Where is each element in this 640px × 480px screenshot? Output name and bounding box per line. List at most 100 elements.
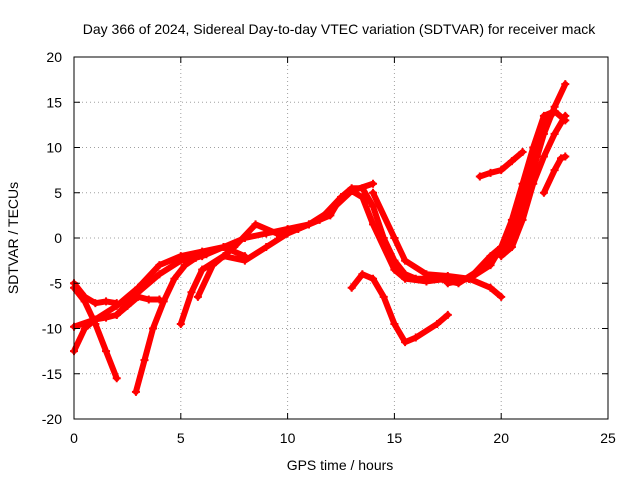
y-tick-label: -15 (42, 366, 62, 382)
data-point (497, 292, 506, 301)
y-tick-label: 15 (46, 94, 62, 110)
data-point (550, 107, 559, 116)
data-point (433, 319, 442, 328)
data-point (550, 166, 559, 175)
data-point (390, 265, 399, 274)
x-tick-label: 10 (280, 430, 296, 446)
data-point (131, 387, 140, 396)
data-point (219, 243, 228, 252)
x-tick-label: 5 (177, 430, 185, 446)
x-tick-labels: 0 5 10 15 20 25 (70, 430, 616, 446)
data-point (518, 179, 527, 188)
data-point (443, 272, 452, 281)
data-point (507, 215, 516, 224)
data-layer (70, 80, 570, 396)
data-point (411, 333, 420, 342)
data-point (176, 256, 185, 265)
data-point (358, 184, 367, 193)
series-arc-13 (475, 148, 527, 181)
data-point (390, 319, 399, 328)
data-point (170, 274, 179, 283)
data-point (187, 288, 196, 297)
data-point (369, 274, 378, 283)
data-point (497, 243, 506, 252)
data-point (518, 148, 527, 157)
data-point (337, 193, 345, 202)
chart-title: Day 366 of 2024, Sidereal Day-to-day VTE… (83, 21, 596, 37)
data-point (539, 111, 548, 120)
x-tick-label: 20 (493, 430, 509, 446)
data-point (390, 234, 399, 242)
data-point (529, 143, 538, 152)
data-point (80, 292, 89, 301)
data-point (401, 338, 410, 347)
data-point (561, 111, 570, 120)
y-tick-label: 0 (54, 230, 62, 246)
data-point (102, 297, 111, 306)
data-point (155, 261, 164, 270)
data-point (411, 274, 420, 283)
data-point (198, 252, 207, 261)
data-point (561, 152, 570, 161)
y-tick-labels: -20 -15 -10 -5 0 5 10 15 20 (42, 49, 62, 427)
data-point (176, 319, 185, 328)
ticks (73, 56, 609, 420)
data-point (475, 172, 484, 181)
data-point (507, 157, 516, 166)
data-point (390, 256, 399, 265)
x-tick-label: 25 (600, 430, 616, 446)
grid (74, 57, 608, 419)
data-point (539, 188, 548, 197)
y-tick-label: -10 (42, 321, 62, 337)
data-point (208, 261, 217, 270)
data-point (518, 215, 527, 224)
y-tick-label: 20 (46, 49, 62, 65)
data-point (507, 243, 516, 252)
data-point (486, 261, 495, 270)
data-point (159, 297, 168, 306)
data-point (486, 283, 495, 292)
data-point (251, 220, 260, 229)
data-point (294, 224, 303, 233)
data-point (112, 299, 121, 308)
data-point (401, 270, 410, 279)
series-arc-9 (347, 270, 452, 347)
y-tick-label: 10 (46, 140, 62, 156)
data-point (112, 310, 121, 319)
data-point (557, 154, 566, 163)
data-point (561, 80, 570, 89)
data-point (379, 292, 388, 301)
data-point (230, 243, 239, 252)
series-arc-11 (443, 107, 559, 288)
data-point (369, 188, 378, 197)
data-point (465, 274, 474, 283)
x-tick-label: 15 (387, 430, 403, 446)
data-point (140, 356, 149, 365)
series-arc-14 (539, 152, 570, 197)
y-tick-label: 5 (54, 185, 62, 201)
data-point (369, 202, 378, 211)
data-point (422, 270, 431, 279)
data-point (369, 220, 378, 229)
data-point (379, 234, 388, 242)
data-point (193, 292, 202, 301)
data-point (486, 168, 495, 177)
data-point (443, 279, 452, 288)
data-point (272, 229, 281, 238)
data-point (358, 270, 367, 279)
x-tick-label: 0 (70, 430, 78, 446)
y-tick-label: -20 (42, 411, 62, 427)
data-point (155, 270, 164, 279)
data-point (262, 243, 271, 252)
data-point (102, 347, 111, 356)
y-axis-label: SDTVAR / TECUs (5, 182, 21, 294)
data-point (144, 295, 153, 304)
data-point (347, 184, 356, 193)
series-arc-12 (497, 111, 570, 261)
data-point (347, 283, 356, 292)
data-point (369, 179, 378, 188)
data-point (149, 324, 158, 333)
x-axis-label: GPS time / hours (287, 457, 394, 473)
